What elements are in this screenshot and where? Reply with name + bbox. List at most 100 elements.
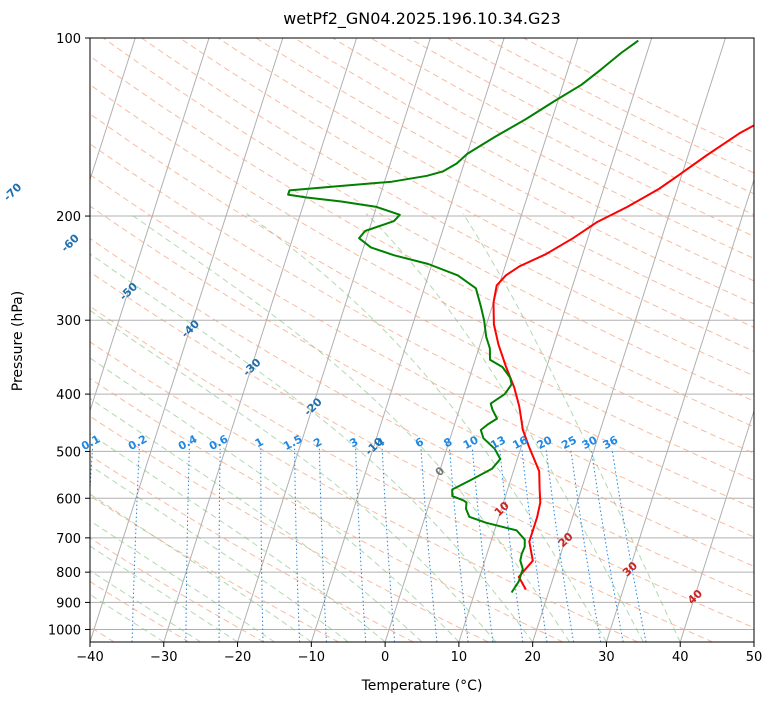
mixing-ratio-line [570, 448, 602, 642]
dry-adiabat [90, 377, 564, 642]
dry-adiabat [90, 580, 190, 642]
mixing-ratio-line [420, 448, 438, 642]
mixing-ratio-line [545, 448, 574, 642]
y-tick-label: 800 [56, 566, 81, 581]
dry-adiabat [446, 38, 754, 195]
isotherm-label: -50 [117, 280, 141, 303]
y-tick-label: 200 [56, 210, 81, 225]
mixing-ratio-line [294, 448, 301, 642]
dry-adiabat [90, 113, 754, 481]
mixing-ratio-label: 8 [442, 435, 455, 450]
moist-adiabat [90, 569, 201, 642]
chart-title: wetPf2_GN04.2025.196.10.34.G23 [283, 9, 561, 28]
isotherm-line [90, 38, 136, 182]
isotherm-line [458, 38, 653, 642]
mixing-ratio-label: 3 [348, 435, 361, 450]
isotherm-label: -20 [301, 395, 325, 418]
moist-adiabat [90, 253, 534, 642]
moist-adiabat [129, 213, 571, 642]
x-tick-label: 50 [746, 650, 763, 665]
moist-adiabat [90, 397, 423, 642]
y-axis-label: Pressure (hPa) [10, 290, 26, 392]
mixing-ratio-label: 0.6 [207, 432, 231, 453]
dry-adiabat [90, 537, 265, 642]
mixing-ratio-line [260, 448, 264, 642]
dry-adiabat [485, 38, 754, 174]
x-tick-label: 40 [672, 650, 689, 665]
moist-adiabat [90, 309, 497, 642]
dry-adiabat [90, 237, 754, 598]
mixing-ratio-line [611, 448, 647, 642]
dry-adiabat [370, 38, 754, 237]
x-axis-label: Temperature (°C) [361, 678, 483, 694]
moist-adiabat [365, 213, 644, 642]
x-tick-label: −10 [298, 650, 325, 665]
dry-adiabat [90, 173, 754, 538]
isotherm-line [679, 409, 754, 642]
mixing-ratio-line [381, 448, 396, 642]
dry-adiabat [179, 38, 754, 352]
mixing-ratio-line [590, 448, 624, 642]
moist-adiabat [90, 464, 349, 642]
x-tick-label: 20 [524, 650, 541, 665]
isotherm-label: 40 [685, 587, 705, 607]
isotherm-line [384, 38, 579, 642]
mixing-ratio-line [131, 448, 140, 642]
dry-adiabat [90, 271, 754, 629]
dewpoint-profile [287, 39, 639, 594]
mixing-ratio-line [90, 448, 93, 497]
mixing-ratio-label: 1 [253, 435, 266, 450]
y-tick-label: 500 [56, 445, 81, 460]
x-tick-label: −40 [76, 650, 103, 665]
moist-adiabat [462, 213, 681, 642]
mixing-ratio-label: 13 [488, 433, 508, 452]
temperature-profile [492, 124, 754, 590]
mixing-ratio-line [355, 448, 367, 642]
moist-adiabat [90, 545, 238, 642]
dry-adiabat [90, 341, 639, 642]
plot-area [90, 38, 754, 642]
isotherm-label: -70 [1, 180, 25, 203]
plot-frame [89, 37, 755, 643]
x-tick-label: 10 [451, 650, 468, 665]
dry-adiabat [90, 143, 754, 509]
y-tick-label: 400 [56, 388, 81, 403]
isotherm-line [753, 640, 754, 642]
x-tick-label: 30 [598, 650, 615, 665]
dry-adiabat [141, 38, 754, 377]
isotherm-line [163, 38, 358, 642]
y-tick-label: 700 [56, 532, 81, 547]
mixing-ratio-label: 20 [535, 433, 555, 452]
mixing-ratio-label: 0.1 [79, 432, 102, 453]
mixing-ratio-line [318, 448, 327, 642]
moist-adiabat [246, 213, 607, 642]
mixing-ratio-label: 1.5 [281, 432, 304, 453]
dry-adiabat [103, 38, 754, 402]
x-tick-label: 0 [381, 650, 389, 665]
isotherm-line [605, 178, 754, 642]
dry-adiabat [90, 415, 489, 642]
dry-adiabat [90, 495, 339, 642]
y-tick-label: 1000 [48, 623, 81, 638]
moist-adiabat [90, 520, 275, 642]
isotherm-line [532, 38, 726, 642]
dry-adiabat [255, 38, 754, 305]
mixing-ratio-line [218, 448, 221, 642]
y-tick-label: 900 [56, 596, 81, 611]
mixing-ratio-label: 2 [311, 435, 324, 450]
x-tick-label: −20 [224, 650, 251, 665]
x-tick-label: −30 [150, 650, 177, 665]
isotherm-line [237, 38, 431, 642]
mixing-ratio-label: 36 [601, 433, 621, 452]
y-tick-label: 100 [56, 32, 81, 47]
mixing-ratio-label: 10 [461, 433, 481, 452]
dry-adiabat [90, 305, 713, 642]
moist-adiabat [90, 493, 312, 642]
mixing-ratio-label: 30 [580, 433, 600, 452]
isotherm-label: -10 [363, 435, 387, 458]
mixing-ratio-label: 6 [413, 435, 426, 450]
isotherm-line [90, 38, 210, 413]
y-tick-label: 300 [56, 314, 81, 329]
moist-adiabat [90, 593, 165, 642]
